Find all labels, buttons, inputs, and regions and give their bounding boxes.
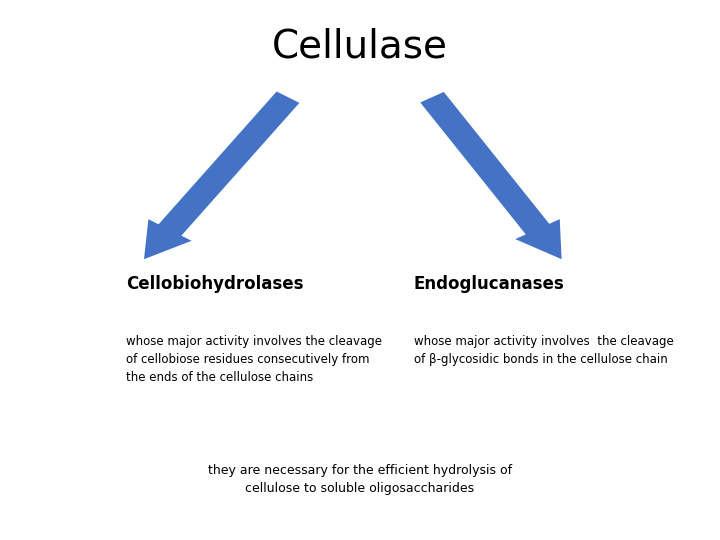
Polygon shape xyxy=(420,92,562,259)
Text: whose major activity involves  the cleavage
of β-glycosidic bonds in the cellulo: whose major activity involves the cleava… xyxy=(414,335,674,366)
Text: Cellobiohydrolases: Cellobiohydrolases xyxy=(126,275,304,293)
Polygon shape xyxy=(144,91,300,259)
Text: Endoglucanases: Endoglucanases xyxy=(414,275,564,293)
Text: they are necessary for the efficient hydrolysis of
cellulose to soluble oligosac: they are necessary for the efficient hyd… xyxy=(208,464,512,495)
Text: Cellulase: Cellulase xyxy=(272,27,448,65)
Text: whose major activity involves the cleavage
of cellobiose residues consecutively : whose major activity involves the cleava… xyxy=(126,335,382,384)
